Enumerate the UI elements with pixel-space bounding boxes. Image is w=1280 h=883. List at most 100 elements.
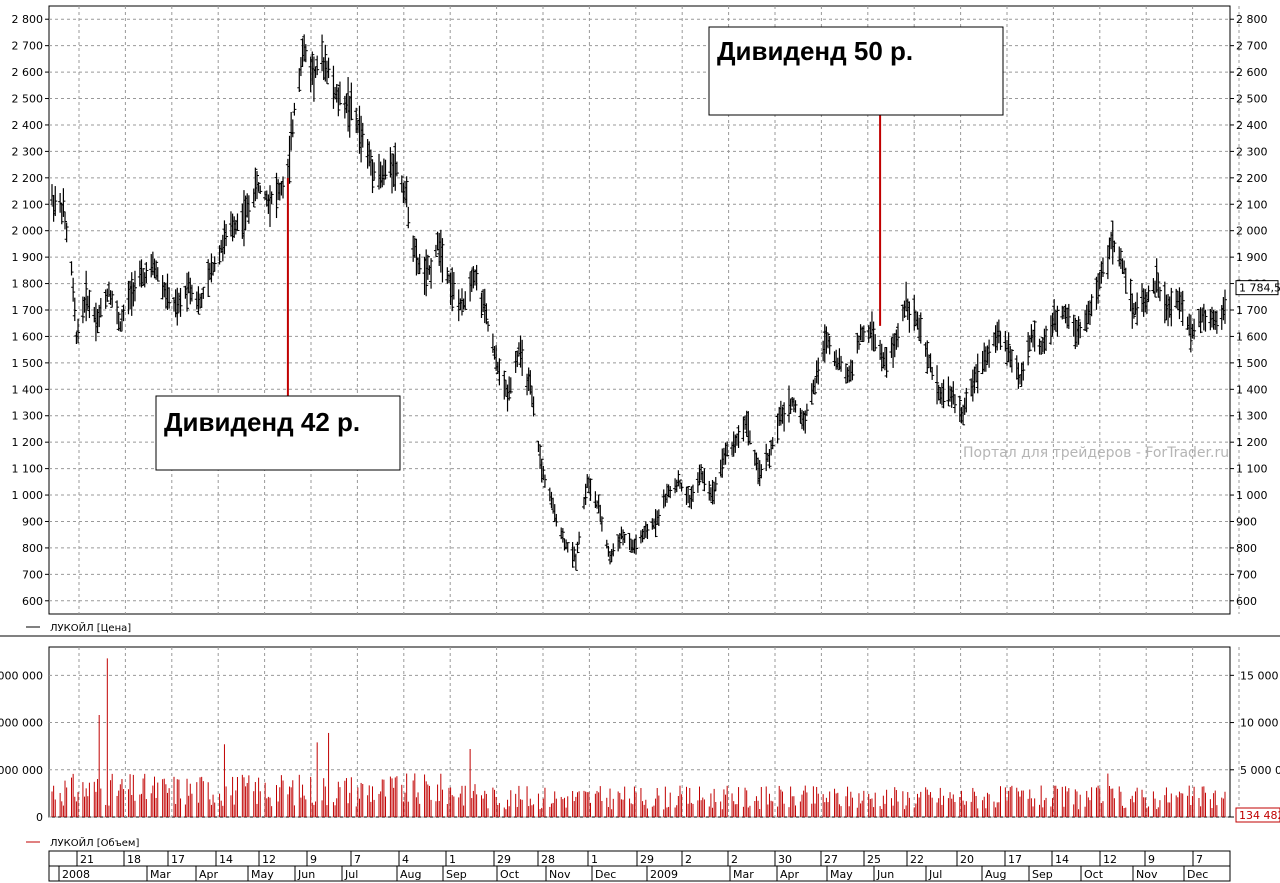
date-month-label: Mar bbox=[733, 868, 754, 881]
price-tick-label: 1 900 bbox=[12, 251, 44, 264]
annotation-text: Дивиденд 50 р. bbox=[717, 36, 913, 66]
date-month-label: Nov bbox=[549, 868, 571, 881]
price-tick-label: 1 400 bbox=[12, 383, 44, 396]
date-day-label: 9 bbox=[310, 853, 317, 866]
price-tick-label: 1 300 bbox=[1236, 410, 1268, 423]
date-month-label: Oct bbox=[1084, 868, 1104, 881]
price-tick-label: 1 700 bbox=[12, 304, 44, 317]
date-day-label: 20 bbox=[960, 853, 974, 866]
volume-tick-label-left: 000 000 bbox=[0, 717, 43, 730]
price-panel: 600 700 800 900 1 000 1 100 1 200 1 300 1 400 1 5… bbox=[12, 5, 1280, 615]
price-tick-label: 1 700 bbox=[1236, 304, 1268, 317]
price-legend: ЛУКОЙЛ [Цена] bbox=[50, 621, 131, 634]
price-tick-label: 2 400 bbox=[1236, 119, 1268, 132]
date-month-label: 2009 bbox=[650, 868, 678, 881]
price-tick-label: 600 bbox=[1236, 595, 1257, 608]
price-tick-label: 1 500 bbox=[1236, 357, 1268, 370]
watermark: Портал для трейдеров - ForTrader.ru bbox=[963, 445, 1229, 461]
price-tick-label: 2 800 bbox=[1236, 13, 1268, 26]
price-tick-label: 1 100 bbox=[12, 463, 44, 476]
volume-tick-label-left: 0 bbox=[36, 811, 43, 824]
price-tick-label: 2 000 bbox=[1236, 225, 1268, 238]
price-last-value-box bbox=[1235, 280, 1279, 296]
price-tick-label: 1 600 bbox=[1236, 330, 1268, 343]
volume-tick-label-left: 000 000 bbox=[0, 764, 43, 777]
price-tick-label: 1 200 bbox=[1236, 436, 1268, 449]
date-day-label: 7 bbox=[354, 853, 361, 866]
date-month-label: May bbox=[251, 868, 274, 881]
date-day-label: 2 bbox=[731, 853, 738, 866]
price-tick-label: 700 bbox=[1236, 568, 1257, 581]
date-day-label: 12 bbox=[262, 853, 276, 866]
date-day-label: 21 bbox=[80, 853, 94, 866]
date-month-label: Apr bbox=[199, 868, 219, 881]
date-day-label: 4 bbox=[402, 853, 409, 866]
date-month-label: Nov bbox=[1136, 868, 1158, 881]
date-day-label: 14 bbox=[1055, 853, 1069, 866]
date-month-label: Jun bbox=[876, 868, 894, 881]
date-month-label: Apr bbox=[780, 868, 800, 881]
date-day-label: 30 bbox=[778, 853, 792, 866]
annotation-box bbox=[155, 395, 401, 471]
date-axis-days: 21 18 17 14 12 9 7 4 1 29 28 1 29 2 2 30 27 25 22 20 17 14 12 9… bbox=[76, 851, 1203, 866]
price-tick-label: 1 800 bbox=[12, 278, 44, 291]
volume-last-value: 134 482 bbox=[1239, 809, 1280, 822]
price-tick-label: 2 700 bbox=[1236, 40, 1268, 53]
price-y-axis-left: 600 700 800 900 1 000 1 100 1 200 1 300 1 400 1 5… bbox=[12, 13, 49, 608]
price-tick-label: 1 100 bbox=[1236, 463, 1268, 476]
price-tick-label: 1 900 bbox=[1236, 251, 1268, 264]
price-tick-label: 900 bbox=[22, 515, 43, 528]
date-month-label: Aug bbox=[985, 868, 1006, 881]
date-day-label: 17 bbox=[1008, 853, 1022, 866]
price-tick-label: 600 bbox=[22, 595, 43, 608]
date-month-label: May bbox=[830, 868, 853, 881]
volume-last-value-box bbox=[1235, 807, 1280, 823]
price-grid bbox=[49, 6, 1240, 614]
price-tick-label: 2 000 bbox=[12, 225, 44, 238]
annotation-2: Дивиденд 50 р. bbox=[708, 26, 1004, 326]
date-day-label: 1 bbox=[449, 853, 456, 866]
date-day-label: 25 bbox=[867, 853, 881, 866]
price-tick-label: 2 600 bbox=[12, 66, 44, 79]
annotation-box bbox=[708, 26, 1004, 116]
date-day-label: 22 bbox=[910, 853, 924, 866]
date-month-label: Dec bbox=[595, 868, 616, 881]
date-day-label: 28 bbox=[541, 853, 555, 866]
price-y-axis-right: 600 700 800 900 1 000 1 100 1 200 1 300 1 400 1 5… bbox=[1230, 13, 1268, 608]
date-day-label: 12 bbox=[1103, 853, 1117, 866]
date-month-label: Dec bbox=[1187, 868, 1208, 881]
price-series bbox=[50, 34, 1227, 571]
volume-tick-label-left: 000 000 bbox=[0, 669, 43, 682]
price-tick-label: 2 300 bbox=[1236, 145, 1268, 158]
date-day-label: 18 bbox=[127, 853, 141, 866]
date-day-label: 27 bbox=[824, 853, 838, 866]
price-tick-label: 2 500 bbox=[12, 93, 44, 106]
date-day-label: 17 bbox=[171, 853, 185, 866]
price-tick-label: 2 300 bbox=[12, 145, 44, 158]
volume-panel: 15 000 000 000 000 10 000 000 000 000 5 000 … bbox=[0, 646, 1280, 824]
date-day-label: 9 bbox=[1148, 853, 1155, 866]
volume-tick-label: 15 000 000 bbox=[1240, 669, 1280, 682]
price-tick-label: 1 000 bbox=[1236, 489, 1268, 502]
date-month-label: 2008 bbox=[62, 868, 90, 881]
price-tick-label: 1 200 bbox=[12, 436, 44, 449]
volume-legend: ЛУКОЙЛ [Объем] bbox=[50, 836, 139, 849]
volume-tick-label: 5 000 000 bbox=[1240, 764, 1280, 777]
date-day-label: 2 bbox=[685, 853, 692, 866]
price-tick-label: 2 100 bbox=[12, 198, 44, 211]
price-tick-label: 2 200 bbox=[1236, 172, 1268, 185]
date-day-label: 7 bbox=[1196, 853, 1203, 866]
volume-tick-label: 10 000 000 bbox=[1240, 717, 1280, 730]
price-tick-label: 1 400 bbox=[1236, 383, 1268, 396]
price-tick-label: 1 500 bbox=[12, 357, 44, 370]
volume-last-value-tag: 134 482 bbox=[1235, 807, 1280, 823]
price-last-value: 1 784,5 bbox=[1239, 282, 1280, 295]
date-month-label: Mar bbox=[150, 868, 171, 881]
date-day-label: 29 bbox=[497, 853, 511, 866]
price-tick-label: 2 400 bbox=[12, 119, 44, 132]
date-month-label: Oct bbox=[500, 868, 520, 881]
date-axis: 21 18 17 14 12 9 7 4 1 29 28 1 29 2 2 30 27 25 22 20 17 14 12 9… bbox=[48, 850, 1231, 882]
date-day-label: 1 bbox=[591, 853, 598, 866]
date-month-label: Sep bbox=[446, 868, 467, 881]
